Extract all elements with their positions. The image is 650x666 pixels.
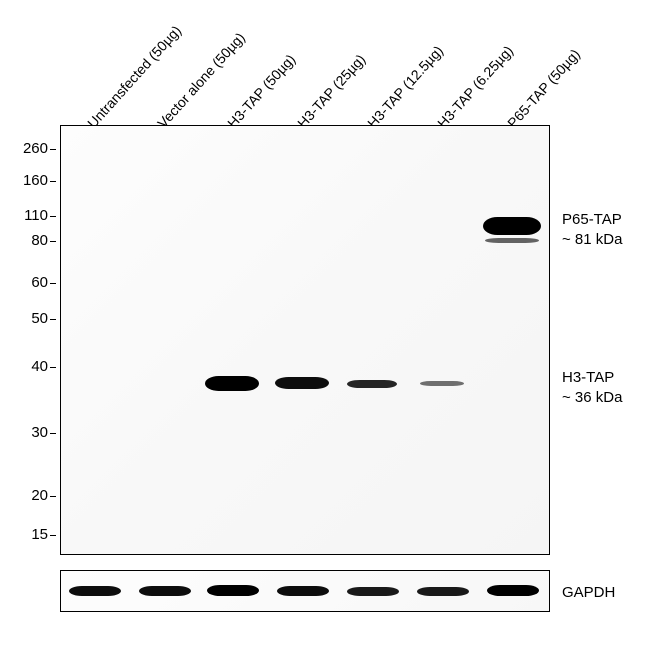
mw-marker: 60 bbox=[18, 274, 48, 291]
gapdh-band bbox=[347, 587, 399, 596]
blot-band bbox=[483, 217, 541, 235]
mw-tick bbox=[50, 241, 56, 242]
lane-label: H3-TAP (6.25µg) bbox=[434, 42, 516, 131]
lane-label: H3-TAP (25µg) bbox=[294, 51, 368, 131]
mw-marker: 30 bbox=[18, 424, 48, 441]
mw-tick bbox=[50, 433, 56, 434]
lane-label: H3-TAP (50µg) bbox=[224, 51, 298, 131]
band-annotation-name: P65-TAP bbox=[562, 210, 622, 230]
mw-tick bbox=[50, 216, 56, 217]
blot-band bbox=[205, 376, 259, 391]
gapdh-band bbox=[139, 586, 191, 596]
mw-marker: 260 bbox=[18, 140, 48, 157]
gapdh-band bbox=[277, 586, 329, 596]
main-blot-panel bbox=[60, 125, 550, 555]
mw-marker: 80 bbox=[18, 232, 48, 249]
lane-label: P65-TAP (50µg) bbox=[504, 46, 583, 131]
blot-band bbox=[420, 381, 464, 386]
gapdh-band bbox=[417, 587, 469, 596]
gapdh-band bbox=[69, 586, 121, 596]
mw-marker: 50 bbox=[18, 310, 48, 327]
mw-marker: 40 bbox=[18, 358, 48, 375]
mw-tick bbox=[50, 181, 56, 182]
blot-band bbox=[347, 380, 397, 388]
mw-tick bbox=[50, 535, 56, 536]
lane-label: H3-TAP (12.5µg) bbox=[364, 42, 446, 131]
band-annotation-size: ~ 81 kDa bbox=[562, 230, 622, 250]
mw-marker: 20 bbox=[18, 487, 48, 504]
band-annotation-name: H3-TAP bbox=[562, 368, 622, 388]
mw-marker: 110 bbox=[18, 207, 48, 224]
band-annotation: P65-TAP ~ 81 kDa bbox=[562, 210, 622, 249]
mw-tick bbox=[50, 367, 56, 368]
band-annotation-size: ~ 36 kDa bbox=[562, 388, 622, 408]
blot-band bbox=[485, 238, 539, 243]
gapdh-label: GAPDH bbox=[562, 583, 615, 603]
gapdh-band bbox=[207, 585, 259, 596]
band-annotation: H3-TAP ~ 36 kDa bbox=[562, 368, 622, 407]
blot-band bbox=[275, 377, 329, 389]
mw-tick bbox=[50, 149, 56, 150]
mw-tick bbox=[50, 496, 56, 497]
mw-tick bbox=[50, 319, 56, 320]
mw-marker: 15 bbox=[18, 526, 48, 543]
western-blot-figure: Untransfected (50µg) Vector alone (50µg)… bbox=[0, 0, 650, 666]
gapdh-band bbox=[487, 585, 539, 596]
mw-marker: 160 bbox=[18, 172, 48, 189]
mw-tick bbox=[50, 283, 56, 284]
